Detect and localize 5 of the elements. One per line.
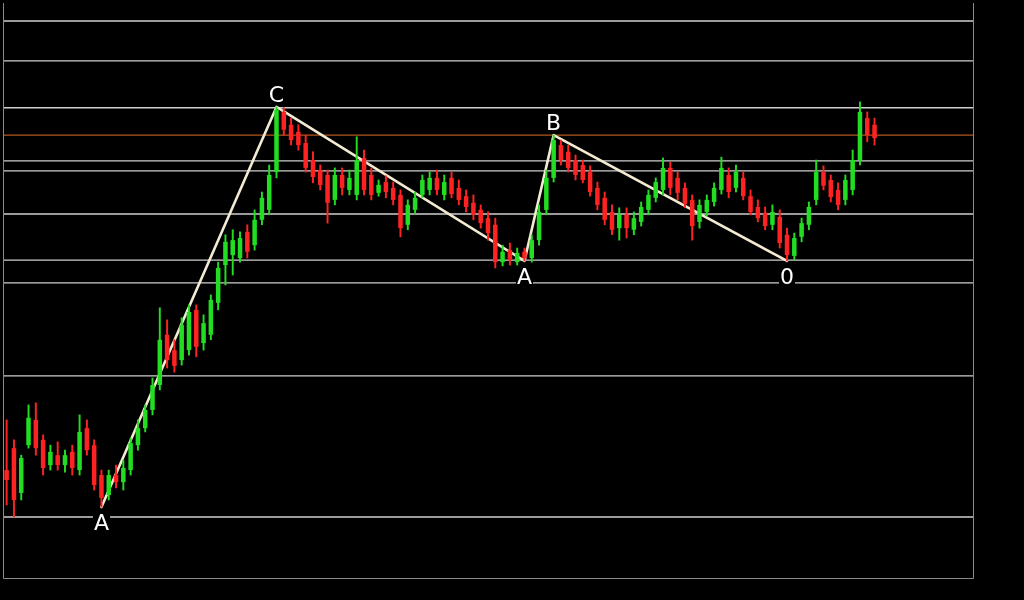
annotation: A — [516, 263, 532, 289]
annotation: B — [546, 109, 562, 135]
annotation: A — [93, 509, 109, 535]
annotation: C — [268, 81, 285, 107]
annotation: 0 — [780, 263, 795, 289]
